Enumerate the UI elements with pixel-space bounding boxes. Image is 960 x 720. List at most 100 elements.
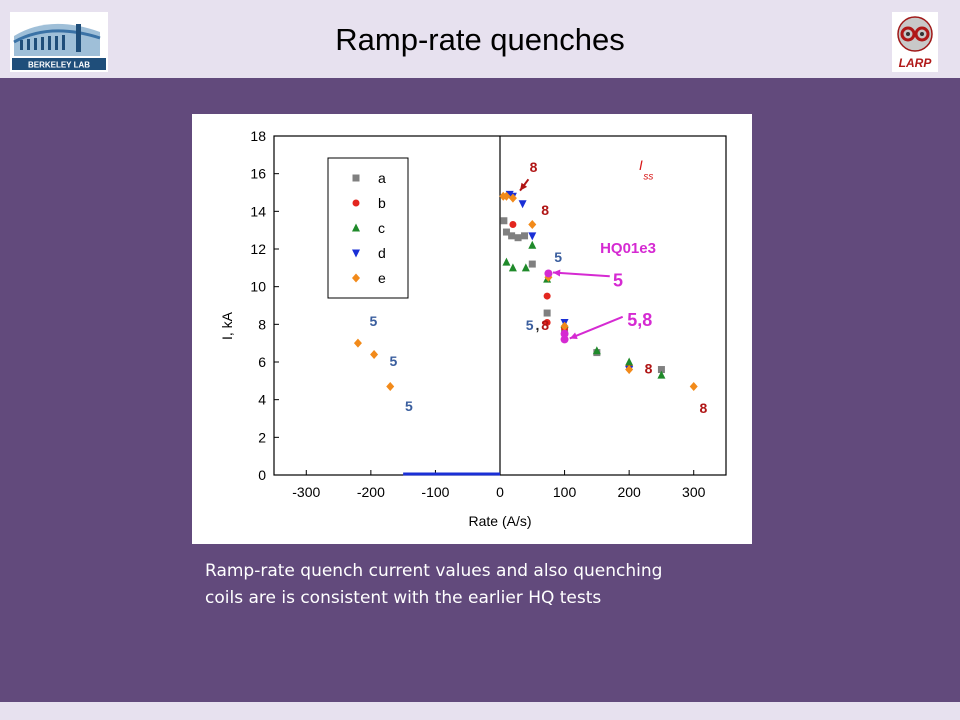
y-tick-label: 0 [258,467,266,483]
hq-arrow-5-head [552,269,561,277]
y-tick-label: 12 [250,241,266,257]
tick-labels: -300 -200 -100 0 100 200 300 0 2 4 6 8 10 12 14 16 18 [250,128,705,500]
point-d [528,232,537,241]
coil-label: 8 [530,159,538,175]
coil-label: 5 [390,353,398,369]
x-tick-label: -300 [292,484,320,500]
hq01e3-label: HQ01e3 [600,240,656,257]
larp-logo: LARP [892,12,938,72]
point-a [514,234,522,242]
coil-label: 8 [541,202,549,218]
point-c [657,370,666,379]
y-tick-label: 4 [258,392,266,408]
point-e [689,381,698,391]
y-tick-label: 18 [250,128,266,144]
coil-label: 8 [645,360,653,376]
hq-arrow-5-shaft [552,271,610,278]
point-e [353,338,362,348]
point-a [657,366,665,374]
y-tick-label: 10 [250,279,266,295]
iss-label: I [639,157,643,173]
caption: Ramp-rate quench current values and also… [205,558,805,612]
x-tick-label: 200 [617,484,641,500]
iss-subscript: ss [643,171,653,182]
y-axis-label: I, kA [219,311,235,340]
footer-strip [0,702,960,720]
coil-label: 5 [554,249,562,265]
point-b [543,318,551,326]
point-e [502,191,511,201]
coil-arrow-8-head [520,182,528,191]
coil-arrow-8 [519,178,530,192]
point-d [518,200,527,209]
ramp-rate-chart: -300 -200 -100 0 100 200 300 0 2 4 6 8 10 12 14 16 18 Is… [219,128,727,529]
legend-marker-b [352,199,360,207]
point-a [543,309,551,317]
point-a [521,232,529,240]
y-tick-label: 6 [258,354,266,370]
point-a [502,228,510,236]
legend-marker-c [352,223,360,232]
point-c [528,240,537,249]
legend-label-d: d [378,245,386,261]
hq-arrow-58-shaft [569,315,624,340]
legend-marker-a [352,174,360,182]
point-hq01e3 [560,335,569,344]
coil-label: 5 [370,313,378,329]
x-axis-label: Rate (A/s) [468,513,531,529]
hq-arrow-58 [569,315,624,340]
coil-label: 5 [526,317,534,333]
point-hq01e3 [560,329,569,338]
point-a [528,260,536,268]
berkeley-lab-logo: BERKELEY LAB [10,12,108,72]
point-a [500,217,508,225]
point-e [370,349,379,359]
point-e [508,193,517,203]
point-hq01e3 [544,269,553,278]
legend-marker-d [352,249,360,258]
point-c [625,357,634,366]
point-a [508,232,516,240]
caption-line-2: coils are is consistent with the earlier… [205,588,602,608]
point-b [509,221,517,229]
point-c [521,263,530,272]
point-e [386,381,395,391]
berkeley-lab-logo-text: BERKELEY LAB [28,61,90,70]
y-tick-label: 14 [250,203,266,219]
hq-arrow-5 [552,269,610,278]
larp-logo-text: LARP [899,56,933,70]
hq01e3-coil-label: 5,8 [627,310,652,330]
x-tick-label: 300 [682,484,706,500]
coil-label: , [536,317,540,333]
legend-label-b: b [378,195,386,211]
legend-label-c: c [378,220,385,236]
x-tick-label: -200 [357,484,385,500]
coil-label: 8 [541,317,549,333]
point-b [543,292,551,300]
point-e [625,365,634,375]
y-tick-label: 8 [258,316,266,332]
point-e [528,220,537,230]
legend-label-a: a [378,170,386,186]
legend-label-e: e [378,270,386,286]
page-title: Ramp-rate quenches [335,22,625,57]
point-c [502,257,511,266]
y-tick-label: 16 [250,166,266,182]
x-tick-label: -100 [421,484,449,500]
point-c [592,346,601,355]
x-tick-label: 100 [553,484,577,500]
legend-box [327,157,409,299]
caption-line-1: Ramp-rate quench current values and also… [205,561,663,581]
coil-label: 5 [405,398,413,414]
coil-label: 8 [700,400,708,416]
y-tick-label: 2 [258,429,266,445]
header-bar: BERKELEY LAB Ramp-rate quenches LARP [0,0,960,78]
hq01e3-coil-label: 5 [613,271,623,291]
point-e [560,321,569,331]
legend-marker-e [352,273,360,283]
hq-arrow-58-head [569,332,578,339]
point-c [508,263,517,272]
